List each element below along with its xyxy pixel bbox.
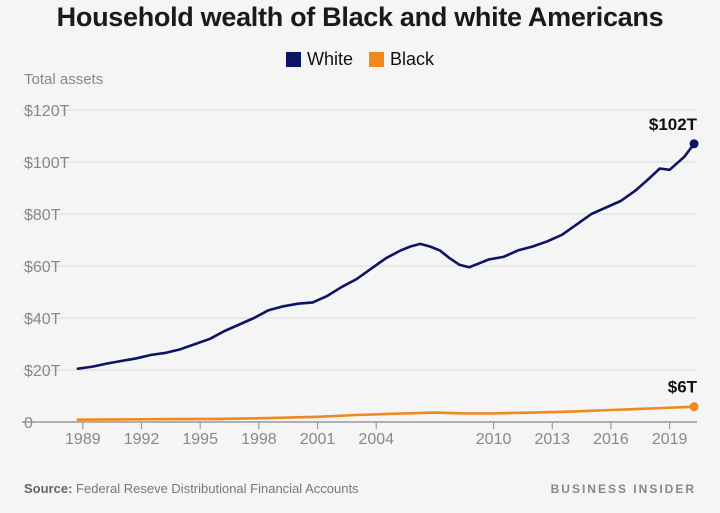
x-tick-label-7: 2013 [534, 431, 570, 448]
end-label-white: $102T [649, 115, 698, 134]
y-tick-label-1: $20T [24, 363, 61, 380]
brand-logo: BUSINESS INSIDER [550, 482, 696, 496]
source-label: Source: [24, 481, 73, 496]
source-text: Federal Reseve Distributional Financial … [76, 481, 359, 496]
series-line-black [76, 405, 696, 422]
x-tick-label-2: 1995 [182, 431, 218, 448]
x-tick-label-6: 2010 [476, 431, 512, 448]
y-tick-label-3: $60T [24, 259, 61, 276]
y-tick-label-4: $80T [24, 207, 61, 224]
legend-item-black: Black [369, 49, 434, 70]
legend-label-black: Black [390, 49, 435, 69]
y-tick-label-0: 0 [24, 415, 33, 432]
legend-item-white: White [285, 49, 353, 70]
legend-swatch-white [285, 52, 301, 67]
chart-title: Household wealth of Black and white Amer… [56, 2, 664, 32]
x-tick-label-5: 2004 [358, 431, 394, 448]
chart-legend: White Black [0, 49, 720, 70]
endpoint-marker-black [689, 402, 699, 412]
x-tick-label-3: 1998 [241, 431, 277, 448]
end-label-black: $6T [668, 378, 698, 397]
y-tick-label-2: $40T [24, 311, 61, 328]
legend-label-white: White [306, 49, 353, 69]
x-tick-label-8: 2016 [593, 431, 629, 448]
y-tick-label-6: $120T [24, 103, 70, 120]
legend-swatch-black [369, 52, 384, 67]
source-note: Source: Federal Reseve Distributional Fi… [24, 481, 359, 496]
x-tick-label-4: 2001 [300, 431, 336, 448]
x-tick-label-1: 1992 [124, 431, 160, 448]
x-tick-label-9: 2019 [652, 431, 688, 448]
series-line-white [76, 142, 696, 371]
x-tick-label-0: 1989 [65, 431, 101, 448]
y-tick-label-5: $100T [24, 155, 70, 172]
y-axis-label: Total assets [24, 71, 104, 88]
endpoint-marker-white [689, 139, 699, 149]
